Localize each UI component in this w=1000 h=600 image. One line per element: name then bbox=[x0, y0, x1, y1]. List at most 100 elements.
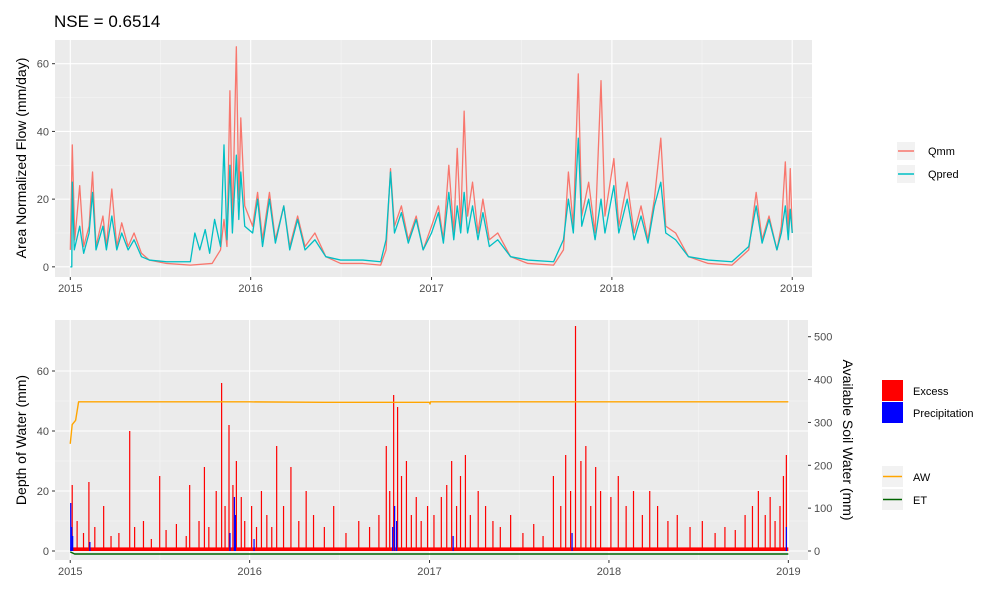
x-tick-label: 2016 bbox=[237, 566, 261, 578]
bar-excess bbox=[764, 515, 766, 551]
bar-excess bbox=[368, 527, 371, 551]
bar-excess bbox=[71, 485, 73, 551]
series-line-et bbox=[69, 551, 789, 555]
bar-excess bbox=[533, 524, 535, 551]
bar-precipitation bbox=[392, 527, 394, 551]
bar-excess bbox=[185, 536, 187, 551]
bar-excess bbox=[617, 476, 619, 551]
bar-excess bbox=[333, 506, 335, 551]
x-tick-label: 2017 bbox=[417, 566, 441, 578]
bar-excess bbox=[649, 491, 651, 551]
bar-excess bbox=[657, 506, 659, 551]
bar-excess bbox=[595, 467, 597, 551]
bar-excess bbox=[426, 506, 429, 551]
bar-excess bbox=[774, 521, 776, 551]
bar-excess bbox=[565, 455, 567, 551]
flow-panel-background bbox=[55, 40, 812, 277]
bar-excess bbox=[676, 515, 678, 551]
x-tick-label: 2015 bbox=[58, 283, 82, 295]
bar-excess bbox=[782, 476, 785, 551]
bar-precipitation bbox=[229, 533, 231, 551]
bar-excess bbox=[405, 461, 408, 551]
bar-excess bbox=[410, 515, 412, 551]
bar-excess bbox=[734, 530, 736, 551]
flow-legend: Qmm Qpred bbox=[897, 142, 959, 183]
soil-water-y2-axis-label: Available Soil Water (mm) bbox=[840, 359, 856, 520]
bar-excess bbox=[522, 533, 524, 551]
bar-excess bbox=[76, 521, 78, 551]
bar-precipitation bbox=[785, 527, 787, 551]
x-tick-label: 2018 bbox=[600, 283, 624, 295]
water-panel-background bbox=[55, 320, 808, 560]
bar-excess bbox=[585, 446, 587, 551]
bar-excess bbox=[744, 515, 746, 551]
bar-excess bbox=[215, 491, 217, 551]
bar-excess bbox=[88, 482, 90, 551]
bar-excess bbox=[389, 491, 391, 551]
legend-label-aw: AW bbox=[913, 472, 931, 484]
bar-excess bbox=[235, 461, 237, 551]
bar-excess bbox=[244, 521, 246, 551]
series-line-qpred bbox=[70, 137, 793, 268]
bar-excess bbox=[260, 491, 263, 551]
bar-precipitation bbox=[571, 533, 573, 551]
legend-label-et: ET bbox=[913, 495, 927, 507]
flow-series-lines bbox=[69, 46, 793, 268]
legend-swatch-precipitation bbox=[882, 402, 903, 423]
bar-excess bbox=[757, 491, 759, 551]
x-tick-label: 2016 bbox=[238, 283, 262, 295]
bar-excess bbox=[82, 533, 85, 551]
y2-tick-label: 400 bbox=[814, 375, 832, 387]
line-legend: AW ET bbox=[882, 466, 931, 510]
bar-precipitation bbox=[89, 542, 91, 551]
bar-excess bbox=[779, 506, 781, 551]
bar-excess bbox=[570, 491, 572, 551]
bar-excess bbox=[255, 527, 258, 551]
water-bars bbox=[70, 326, 789, 551]
x-tick-label: 2017 bbox=[419, 283, 443, 295]
bar-excess bbox=[142, 521, 145, 551]
bar-excess bbox=[510, 515, 512, 551]
bar-excess bbox=[464, 455, 467, 551]
x-tick-label: 2019 bbox=[780, 283, 804, 295]
bar-excess bbox=[440, 497, 442, 551]
series-line-aw bbox=[69, 401, 789, 444]
bar-excess bbox=[542, 536, 544, 551]
bar-excess bbox=[420, 521, 422, 551]
bar-excess bbox=[560, 506, 562, 551]
bar-excess bbox=[240, 497, 242, 551]
bar-excess bbox=[118, 533, 120, 551]
bar-excess bbox=[224, 506, 226, 551]
bar-excess bbox=[228, 425, 230, 551]
bar-excess bbox=[175, 524, 177, 551]
y2-tick-label: 300 bbox=[814, 417, 832, 429]
bar-excess bbox=[103, 506, 105, 551]
bar-precipitation bbox=[233, 497, 235, 551]
bar-excess bbox=[198, 521, 200, 551]
y2-tick-label: 200 bbox=[814, 460, 832, 472]
bar-excess bbox=[599, 491, 602, 551]
bar-precipitation bbox=[71, 527, 73, 551]
bar-excess bbox=[477, 491, 479, 551]
legend-label-qmm: Qmm bbox=[928, 146, 955, 158]
bar-precipitation bbox=[394, 506, 396, 551]
bar-legend: Excess Precipitation bbox=[882, 380, 974, 423]
bar-precipitation bbox=[253, 539, 255, 551]
bar-excess bbox=[393, 395, 395, 551]
flow-y-axis-label: Area Normalized Flow (mm/day) bbox=[13, 58, 29, 259]
bar-excess bbox=[378, 515, 380, 551]
y-tick-label: 0 bbox=[43, 262, 49, 274]
bar-excess bbox=[667, 521, 669, 551]
bar-excess bbox=[251, 506, 253, 551]
bar-excess bbox=[610, 497, 612, 551]
chart-title: NSE = 0.6514 bbox=[54, 12, 160, 31]
y-tick-label: 60 bbox=[37, 59, 49, 71]
bar-excess bbox=[724, 527, 726, 551]
bar-excess bbox=[625, 506, 627, 551]
bar-precipitation bbox=[452, 536, 454, 551]
bar-excess bbox=[312, 515, 315, 551]
bar-excess bbox=[714, 533, 716, 551]
bar-excess bbox=[415, 497, 417, 551]
bar-excess bbox=[165, 530, 167, 551]
bar-excess bbox=[276, 446, 278, 551]
